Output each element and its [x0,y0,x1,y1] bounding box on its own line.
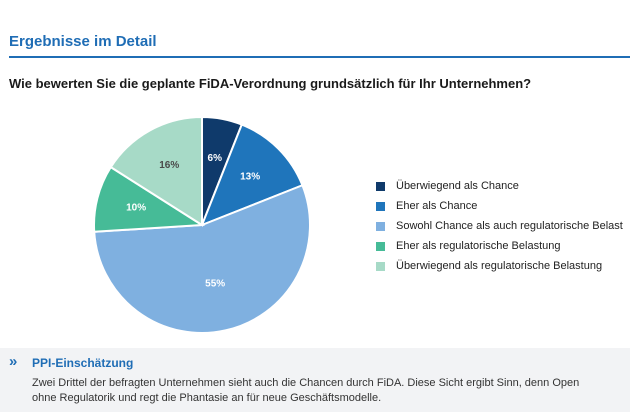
pie-slice-label-4: 10% [126,203,146,214]
pie-slice-2 [200,123,304,227]
pie-chart: 6% 13% 55% 10% 16% [93,115,311,334]
ppi-panel [0,348,630,412]
ppi-text-line-1: Zwei Drittel der befragten Unternehmen s… [32,377,580,389]
legend-swatch [376,201,385,211]
pie-slice-label-2: 13% [240,172,260,183]
legend-swatch [376,221,385,231]
legend-swatch [376,181,385,191]
legend-item-3: Sowohl Chance als auch regulatorische Be… [376,216,630,236]
legend-label: Überwiegend als regulatorische Belastung [396,260,603,272]
question-text: Wie bewerten Sie die geplante FiDA-Veror… [9,76,532,91]
legend-item-5: Überwiegend als regulatorische Belastung [376,256,630,276]
legend-swatch [376,261,385,271]
chart-legend: Überwiegend als Chance Eher als Chance Sow… [376,176,630,276]
pie-slice-label-3: 55% [205,279,225,290]
legend-label: Überwiegend als Chance [396,180,519,192]
pie-slice-label-5: 16% [159,160,179,171]
ppi-text: Zwei Drittel der befragten Unternehmen s… [32,376,630,406]
legend-label: Eher als regulatorische Belastung [396,240,561,252]
pie-slice-5 [109,115,203,227]
double-chevron-icon: » [9,353,18,370]
section-title: Ergebnisse im Detail [9,33,157,50]
legend-item-4: Eher als regulatorische Belastung [376,236,630,256]
ppi-title: PPI-Einschätzung [32,356,134,370]
legend-item-1: Überwiegend als Chance [376,176,630,196]
pie-slice-3 [93,183,311,334]
pie-slice-label-1: 6% [208,153,223,164]
legend-label: Eher als Chance [396,200,478,212]
legend-item-2: Eher als Chance [376,196,630,216]
legend-swatch [376,241,385,251]
ppi-text-line-2: ohne Regulatorik und regt die Phantasie … [32,392,382,404]
title-divider [9,56,630,58]
legend-label: Sowohl Chance als auch regulatorische Be… [396,220,623,232]
